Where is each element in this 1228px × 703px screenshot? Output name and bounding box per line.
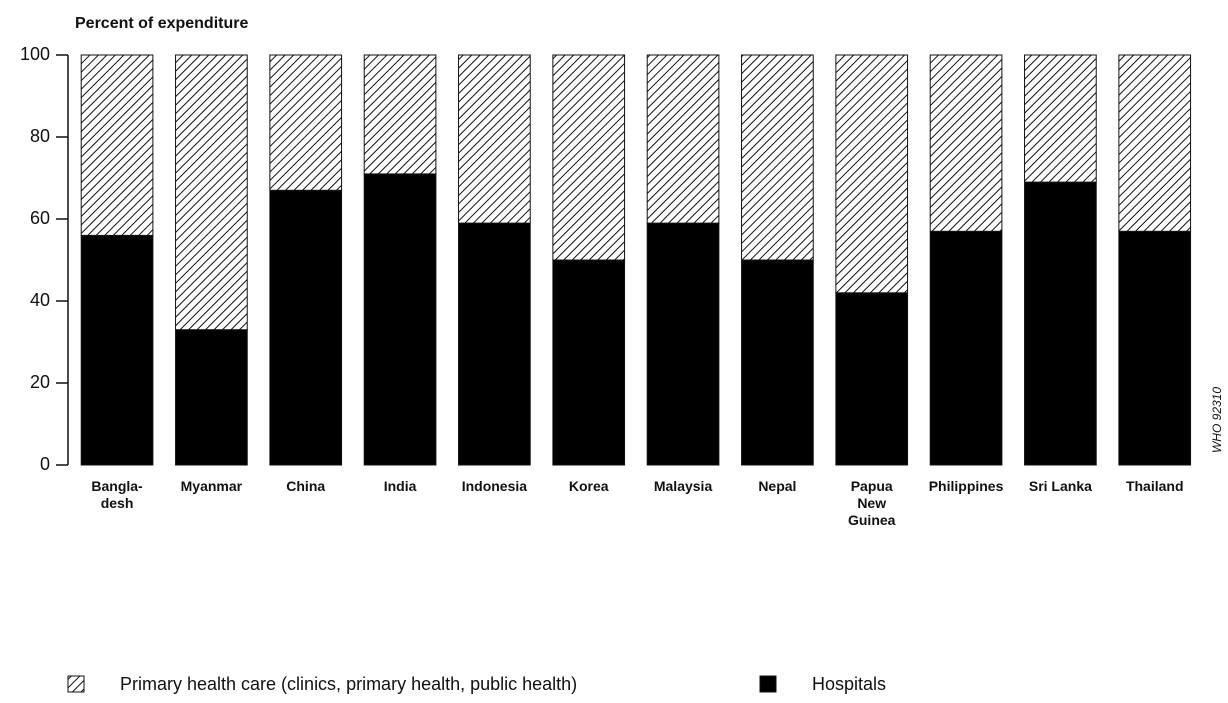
y-axis-label: Percent of expenditure bbox=[75, 15, 248, 32]
bar-segment bbox=[1024, 181, 1097, 466]
y-tick-label: 40 bbox=[30, 290, 50, 310]
x-tick-label: Papua New Guinea bbox=[848, 478, 896, 528]
bar-segment bbox=[269, 54, 343, 191]
bar-segment bbox=[1118, 230, 1192, 466]
x-tick-label: Malaysia bbox=[654, 478, 713, 494]
bar-segment bbox=[929, 230, 1003, 466]
bar-segment bbox=[1024, 54, 1097, 183]
bar-segment bbox=[80, 234, 154, 466]
bar-segment bbox=[269, 189, 343, 466]
x-tick-label: Myanmar bbox=[181, 478, 243, 494]
bar-segment bbox=[175, 54, 248, 331]
x-tick-label: India bbox=[384, 478, 417, 494]
x-tick-label: Bangla-desh bbox=[91, 478, 143, 511]
bar-segment bbox=[741, 54, 814, 261]
y-tick-label: 60 bbox=[30, 208, 50, 228]
bar-segment bbox=[175, 329, 248, 466]
bar-segment bbox=[363, 54, 437, 175]
x-tick-label: Nepal bbox=[758, 478, 796, 494]
bar-segment bbox=[552, 259, 626, 466]
bar-segment bbox=[835, 54, 909, 294]
y-tick-label: 100 bbox=[20, 44, 50, 64]
annotation: WHO 92310 bbox=[1210, 387, 1224, 453]
y-tick-label: 0 bbox=[40, 454, 50, 474]
bar-segment bbox=[458, 54, 531, 224]
x-tick-label: China bbox=[286, 478, 325, 494]
legend-label: Hospitals bbox=[812, 674, 886, 694]
bar-segment bbox=[458, 222, 531, 466]
bar-segment bbox=[646, 54, 720, 224]
y-tick-label: 80 bbox=[30, 126, 50, 146]
bar-segment bbox=[1118, 54, 1192, 232]
x-tick-label: Thailand bbox=[1126, 478, 1184, 494]
x-tick-label: Indonesia bbox=[462, 478, 528, 494]
bar-segment bbox=[741, 259, 814, 466]
x-tick-label: Korea bbox=[569, 478, 609, 494]
bar-segment bbox=[363, 173, 437, 466]
bar-segment bbox=[80, 54, 154, 236]
x-tick-label: Philippines bbox=[929, 478, 1004, 494]
bar-segment bbox=[646, 222, 720, 466]
x-tick-label: Sri Lanka bbox=[1029, 478, 1092, 494]
legend-swatch bbox=[759, 675, 777, 693]
legend-swatch bbox=[67, 675, 85, 693]
bar-segment bbox=[929, 54, 1003, 232]
y-tick-label: 20 bbox=[30, 372, 50, 392]
bar-segment bbox=[835, 292, 909, 466]
bar-segment bbox=[552, 54, 626, 261]
legend-label: Primary health care (clinics, primary he… bbox=[120, 674, 577, 694]
